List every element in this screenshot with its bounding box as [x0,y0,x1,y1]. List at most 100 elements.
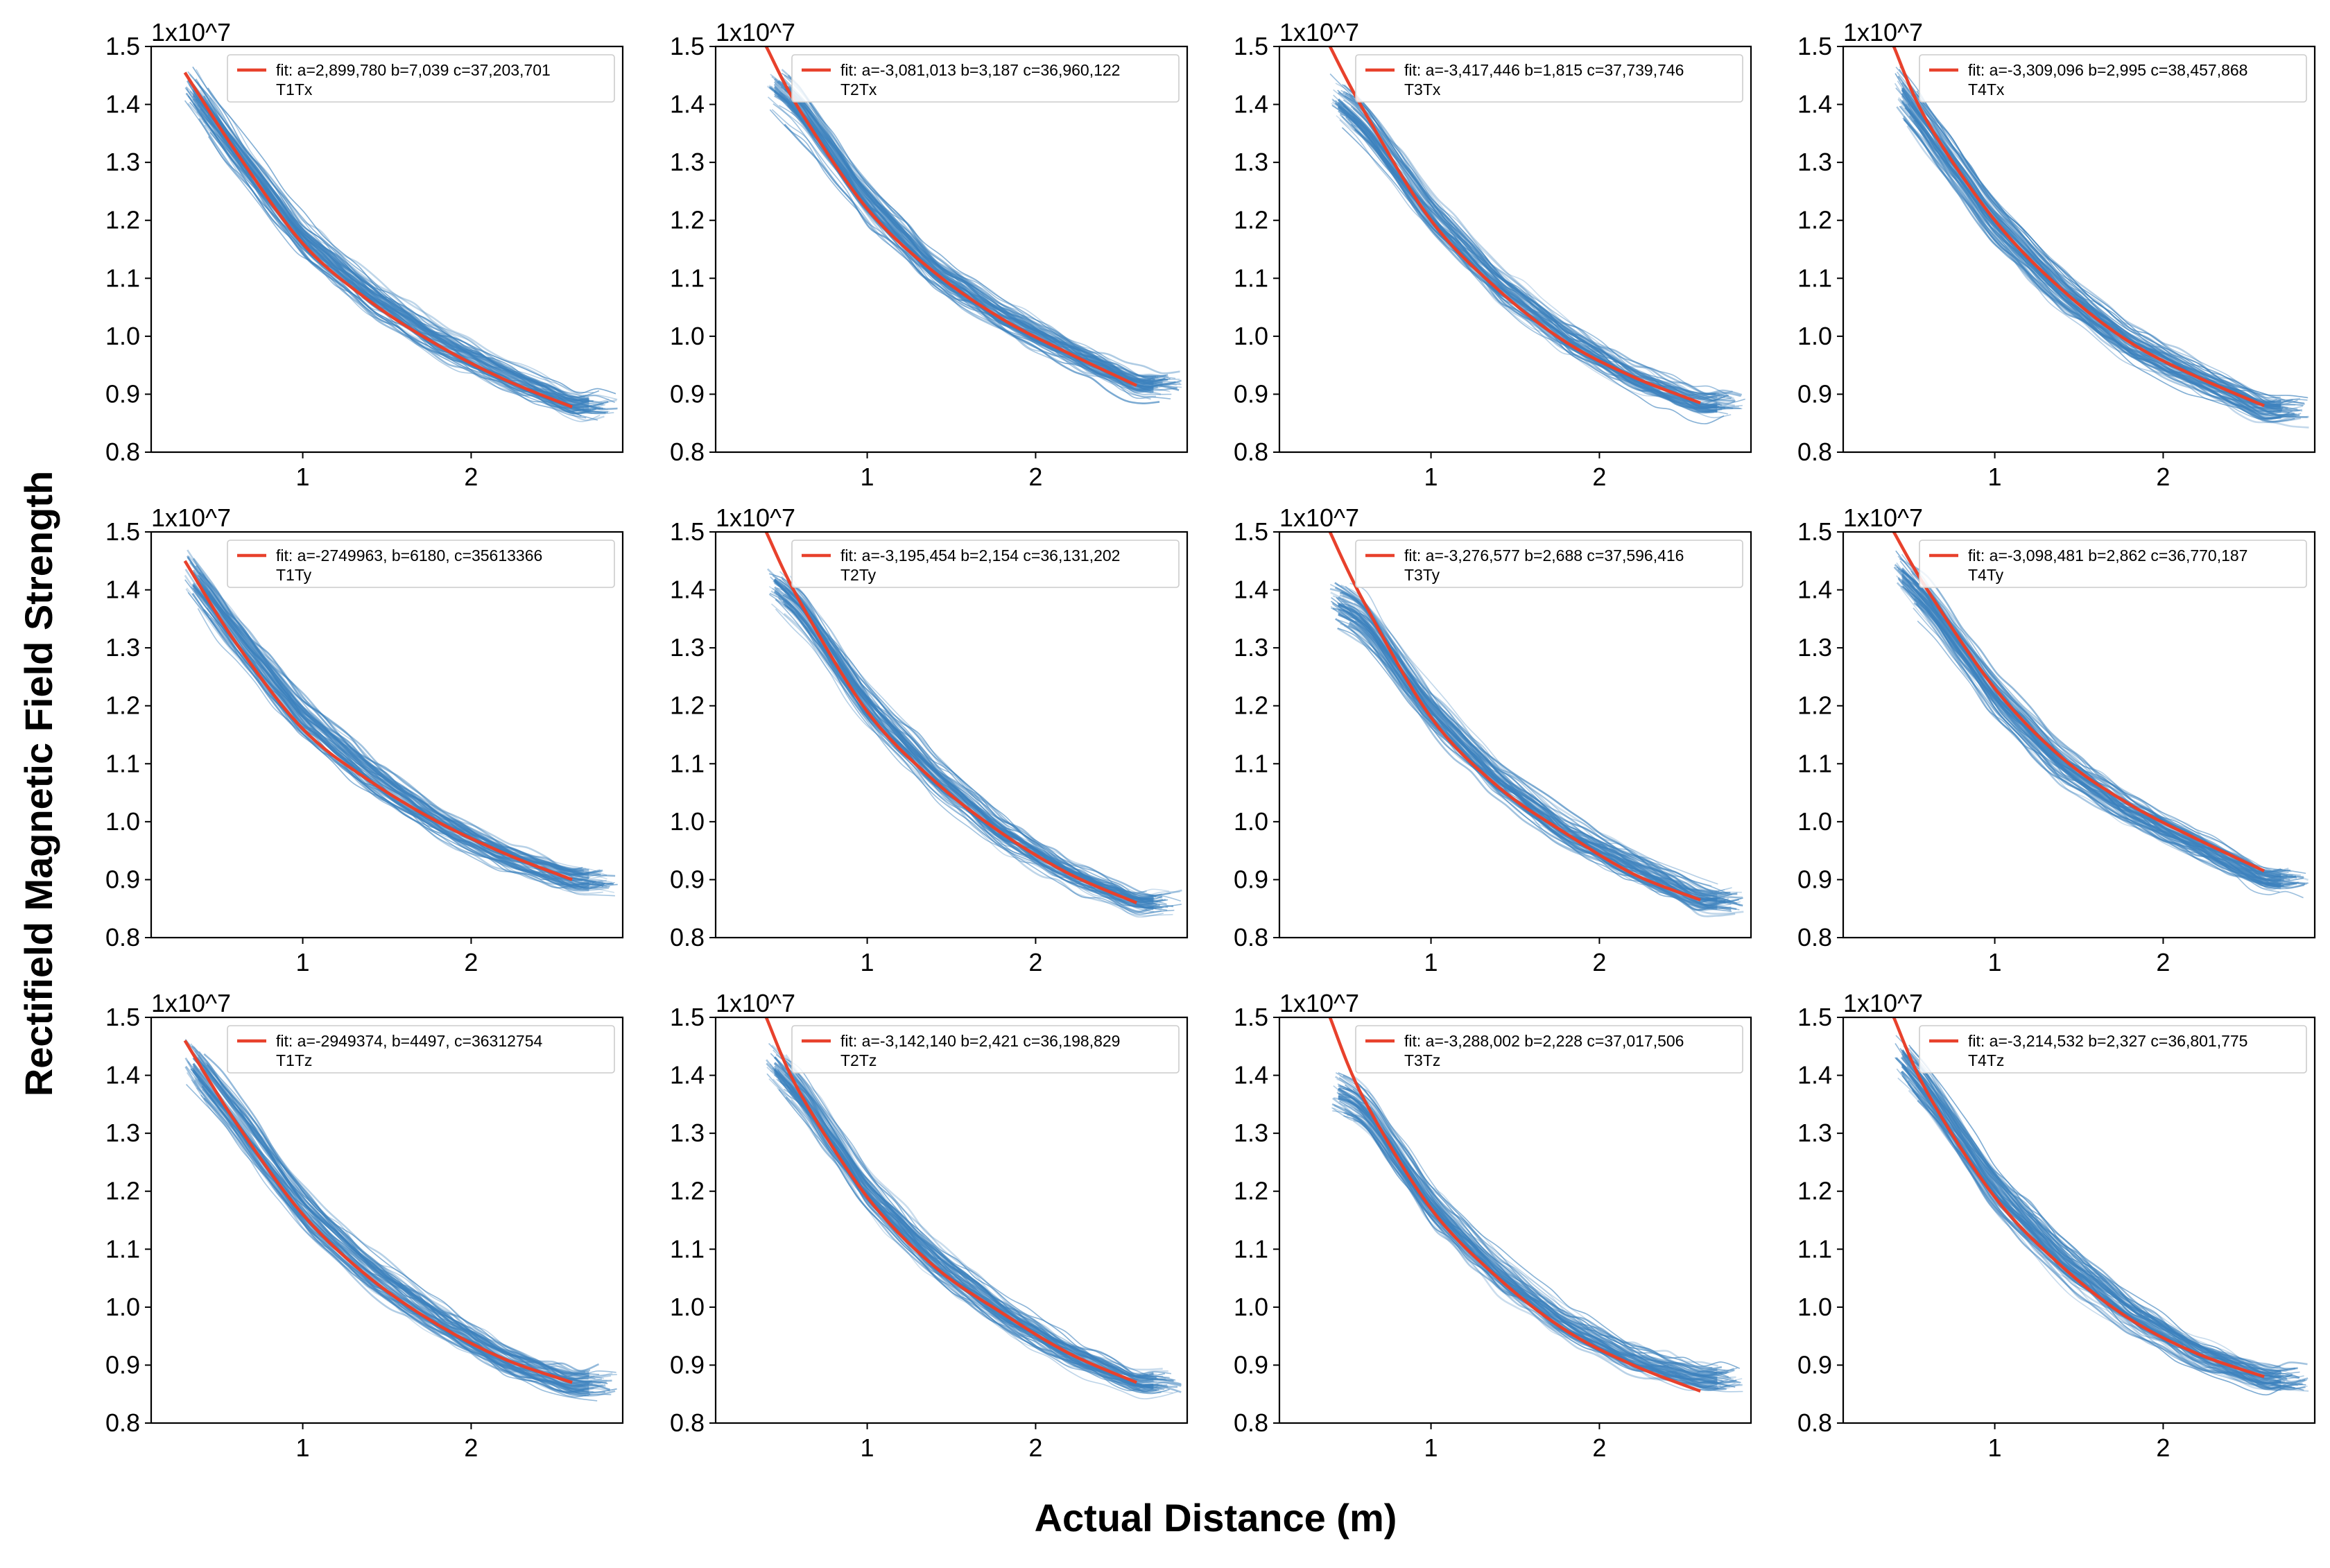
measurement-trace [194,574,607,880]
y-tick-label: 0.9 [1234,379,1268,408]
measurement-trace [1901,1063,2281,1384]
measurement-trace [192,1067,589,1390]
measurement-trace [781,72,1166,377]
measurement-trace [1918,99,2277,405]
measurement-trace [773,578,1154,901]
measurement-trace [1911,1087,2304,1386]
scale-label: 1x10^7 [1843,989,1923,1017]
measurement-trace [188,555,596,877]
measurement-trace [773,80,1154,384]
measurement-trace [1908,108,2290,414]
measurement-trace [785,1060,1166,1377]
measurement-trace [1915,119,2283,411]
x-tick-label: 2 [464,948,478,976]
measurement-trace [207,1089,606,1389]
measurement-trace [207,87,616,395]
measurement-trace [202,103,585,408]
measurement-trace [1350,105,1723,406]
measurement-trace [192,1057,589,1376]
y-tick-label: 0.8 [105,923,140,951]
measurement-trace [784,585,1155,903]
measurement-trace [788,98,1166,381]
measurement-trace [1906,578,2293,877]
measurement-trace [1913,602,2299,888]
measurement-trace [1906,1059,2300,1379]
measurement-trace [196,69,594,393]
measurement-trace [791,112,1162,386]
measurement-trace [781,83,1163,384]
measurement-trace [184,579,605,886]
panel-T2Tx: 0.8 0.9 1.0 1.1 1.2 1.3 1.4 1.5 1 2 1x10^7 fit: a=-… [670,18,1189,491]
measurement-trace [786,1065,1174,1382]
panel-T2Tz: 0.8 0.9 1.0 1.1 1.2 1.3 1.4 1.5 1 2 1x10^7 fit: a=-… [670,989,1189,1462]
data-band [1329,582,1744,917]
measurement-trace [1901,573,2281,882]
measurement-trace [783,612,1162,915]
legend-series-label: T1Tx [276,80,313,98]
measurement-trace [199,577,583,875]
measurement-trace [199,108,608,414]
measurement-trace [1901,585,2306,885]
measurement-trace [192,84,589,402]
measurement-trace [187,80,584,403]
measurement-trace [1915,1084,2306,1385]
measurement-trace [197,1056,603,1383]
x-tick-label: 2 [1028,1433,1042,1462]
measurement-trace [194,1050,595,1380]
measurement-trace [200,89,610,404]
measurement-trace [1343,1074,1723,1370]
measurement-trace [1907,103,2302,417]
measurement-trace [787,105,1177,391]
measurement-trace [1901,553,2301,876]
measurement-trace [786,581,1157,898]
fit-curve [1328,46,1701,405]
y-tick-label: 1.1 [670,1234,705,1263]
scale-label: 1x10^7 [716,989,795,1017]
x-tick-label: 1 [296,463,310,491]
y-tick-label: 0.8 [1234,1408,1268,1437]
measurement-trace [1337,628,1732,912]
measurement-trace [200,113,606,415]
y-axis-title: Rectifield Magnetic Field Strength [17,471,60,1096]
measurement-trace [1346,112,1732,401]
y-tick-label: 1.2 [105,691,140,720]
y-tick-label: 1.2 [105,206,140,234]
x-tick-label: 1 [1988,463,2002,491]
y-tick-label: 0.8 [1797,438,1832,466]
axes-frame [714,45,1189,454]
y-tick-label: 1.4 [1797,1061,1832,1089]
measurement-trace [201,1067,591,1384]
y-tick-label: 1.0 [1797,322,1832,350]
y-tick-label: 0.9 [105,865,140,893]
measurement-trace [206,1062,612,1379]
measurement-trace [1908,1044,2281,1375]
measurement-trace [784,89,1162,381]
axes-frame [150,45,624,454]
y-tick-label: 1.2 [1234,691,1268,720]
panel-T4Tz: 0.8 0.9 1.0 1.1 1.2 1.3 1.4 1.5 1 2 1x10^7 fit: a=-… [1797,989,2316,1462]
measurement-trace [1895,73,2304,406]
y-tick-label: 1.0 [670,807,705,836]
measurement-trace [784,1074,1170,1379]
measurement-trace [1911,573,2284,878]
measurement-trace [781,1078,1155,1382]
y-tick-label: 0.9 [670,379,705,408]
measurement-trace [1894,564,2288,877]
measurement-trace [1335,1072,1738,1373]
y-tick-label: 1.3 [105,633,140,662]
measurement-trace [781,92,1182,390]
measurement-trace [189,562,584,873]
measurement-trace [1901,1065,2281,1385]
measurement-trace [777,80,1151,381]
legend-fit-label: fit: a=-3,309,096 b=2,995 c=38,457,868 [1968,61,2247,79]
legend-box [1355,1025,1743,1074]
panel-T3Tx: 0.8 0.9 1.0 1.1 1.2 1.3 1.4 1.5 1 2 1x10^7 fit: a=-… [1234,18,1752,491]
measurement-trace [197,574,583,871]
measurement-trace [184,1039,600,1377]
measurement-trace [1915,589,2297,881]
measurement-trace [184,100,598,421]
y-tick-label: 1.2 [1797,1177,1832,1205]
measurement-trace [198,575,585,873]
measurement-trace [1917,587,2285,881]
